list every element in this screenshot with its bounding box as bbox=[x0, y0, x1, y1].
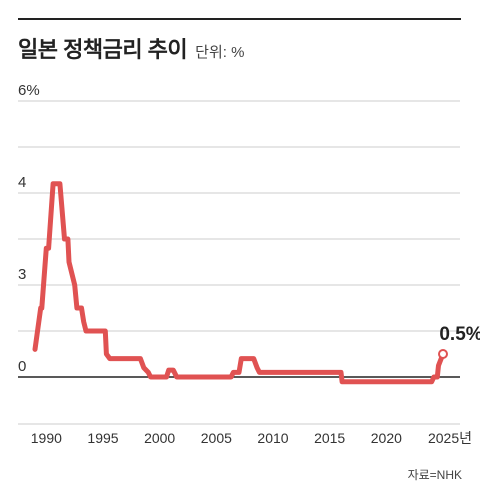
title-row: 일본 정책금리 추이 단위: % bbox=[18, 32, 244, 64]
x-tick-label: 2005 bbox=[201, 430, 232, 446]
y-tick-label: 0 bbox=[18, 358, 26, 375]
x-tick-labels: 1990 1995 2000 2005 2010 2015 2020 2025년 bbox=[31, 430, 472, 446]
x-tick-label: 2000 bbox=[144, 430, 175, 446]
y-tick-labels: 6% 4 3 0 bbox=[18, 82, 40, 375]
last-point-label: 0.5% bbox=[439, 324, 480, 345]
source-note: 자료=NHK bbox=[407, 468, 462, 482]
x-tick-label: 2010 bbox=[257, 430, 288, 446]
policy-rate-line bbox=[32, 181, 446, 385]
x-tick-label: 2020 bbox=[371, 430, 402, 446]
x-tick-label: 2015 bbox=[314, 430, 345, 446]
chart-title: 일본 정책금리 추이 bbox=[18, 37, 188, 62]
x-tick-label: 1990 bbox=[31, 430, 62, 446]
y-tick-label: 3 bbox=[18, 266, 26, 283]
y-tick-label: 6% bbox=[18, 82, 40, 99]
series-layer: 0.5% bbox=[32, 181, 480, 385]
last-point-marker bbox=[438, 349, 448, 359]
unit-label: 단위: % bbox=[195, 44, 245, 61]
x-tick-label: 1995 bbox=[87, 430, 118, 446]
gridlines bbox=[18, 100, 460, 425]
y-tick-label: 4 bbox=[18, 174, 26, 191]
x-tick-label: 2025년 bbox=[428, 430, 472, 446]
top-rule bbox=[18, 18, 461, 20]
